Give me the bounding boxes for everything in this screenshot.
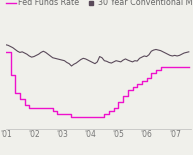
Legend: Fed Funds Rate, 30 Year Conventional Mortgage Rate: Fed Funds Rate, 30 Year Conventional Mor…: [6, 0, 193, 7]
